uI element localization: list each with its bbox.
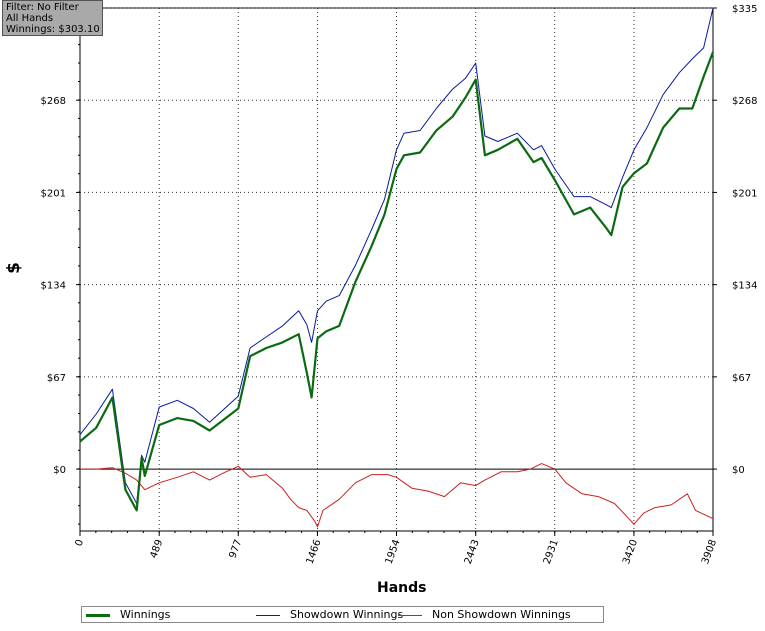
x-tick-label: 1466 xyxy=(305,538,324,566)
x-tick-label: 2931 xyxy=(542,538,561,566)
y-tick-label-left: $67 xyxy=(47,373,66,384)
y-tick-label-right: $268 xyxy=(732,96,757,107)
x-tick-label: 1954 xyxy=(384,538,403,566)
y-tick-label-left: $134 xyxy=(41,281,66,292)
winnings-text: Winnings: $303.10 xyxy=(6,24,100,35)
x-tick-label: 3420 xyxy=(621,538,640,566)
x-tick-label: 0 xyxy=(74,538,87,548)
series-line-winnings xyxy=(79,51,715,512)
y-tick-label-left: $0 xyxy=(53,465,66,476)
info-box: Filter: No Filter All Hands Winnings: $3… xyxy=(2,0,103,36)
legend-label-showdown: Showdown Winnings xyxy=(290,608,404,621)
legend-swatch-non-showdown xyxy=(398,614,422,616)
y-tick-label-left: $268 xyxy=(41,96,66,107)
legend-label-winnings: Winnings xyxy=(120,608,171,621)
series-line-showdown-winnings xyxy=(79,7,714,504)
y-tick-label-right: $201 xyxy=(732,188,757,199)
legend-item-winnings: Winnings xyxy=(86,608,170,622)
legend: Winnings Showdown Winnings Non Showdown … xyxy=(81,606,604,623)
hands-text: All Hands xyxy=(6,13,54,24)
filter-text: Filter: No Filter xyxy=(6,2,79,13)
series-line-non-showdown-winnings xyxy=(80,463,714,528)
y-tick-label-right: $0 xyxy=(732,465,745,476)
legend-label-non-showdown: Non Showdown Winnings xyxy=(432,608,571,621)
legend-swatch-showdown xyxy=(256,614,280,616)
legend-item-non-showdown: Non Showdown Winnings xyxy=(398,608,571,622)
legend-swatch-winnings xyxy=(86,613,110,617)
y-tick-label-left: $201 xyxy=(41,188,66,199)
x-axis-label: Hands xyxy=(377,580,427,596)
x-tick-label: 3908 xyxy=(700,538,719,566)
x-tick-label: 489 xyxy=(148,538,165,560)
x-tick-label: 977 xyxy=(228,538,245,560)
x-tick-label: 2443 xyxy=(463,538,482,566)
legend-item-showdown: Showdown Winnings xyxy=(256,608,403,622)
y-tick-label-right: $335 xyxy=(732,4,757,15)
y-tick-label-right: $134 xyxy=(732,281,757,292)
y-tick-label-right: $67 xyxy=(732,373,751,384)
y-axis-label: $ xyxy=(3,262,24,274)
